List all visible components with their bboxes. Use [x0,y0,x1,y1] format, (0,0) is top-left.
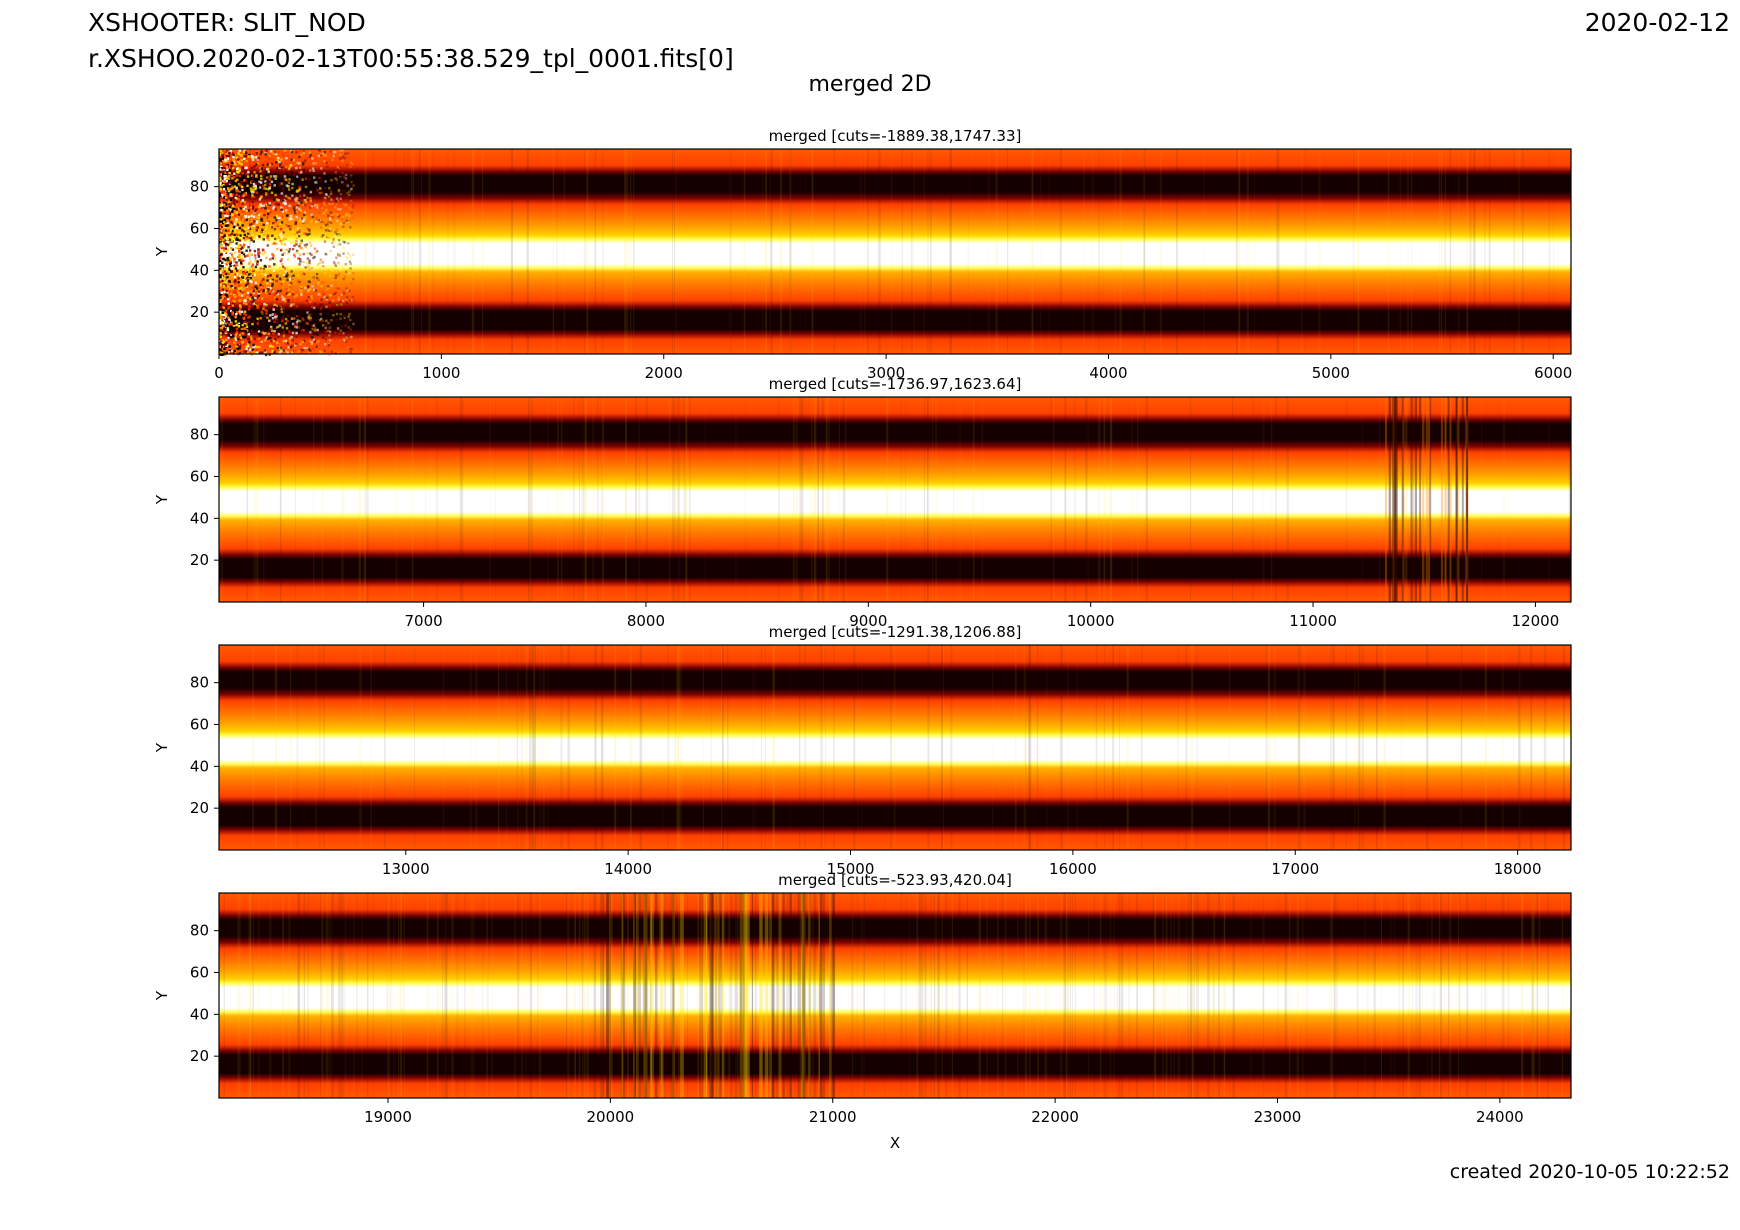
x-tick-label: 14000 [604,860,652,878]
x-tick-label: 4000 [1089,364,1127,382]
panel-title: merged [cuts=-523.93,420.04] [778,871,1012,889]
spectrum-image [219,397,1571,602]
y-axis-label: Y [153,990,171,1001]
y-tick-label: 60 [190,963,209,981]
x-tick-label: 13000 [382,860,430,878]
panel-1: merged [cuts=-1889.38,1747.33]0 1000 2000 3… [153,127,1572,382]
y-axis-label: Y [153,494,171,505]
x-tick-label: 16000 [1049,860,1097,878]
y-tick-label: 40 [190,757,209,775]
x-tick-label: 8000 [627,612,665,630]
x-tick-label: 10000 [1067,612,1115,630]
x-tick-label: 23000 [1254,1108,1302,1126]
x-tick-label: 22000 [1031,1108,1079,1126]
x-tick-label: 18000 [1494,860,1542,878]
x-tick-label: 20000 [587,1108,635,1126]
panel-title: merged [cuts=-1889.38,1747.33] [769,127,1022,145]
x-axis-label: X [890,1134,900,1152]
x-tick-label: 21000 [809,1108,857,1126]
x-tick-label: 0 [214,364,224,382]
y-axis-label: Y [153,742,171,753]
panel-3: merged [cuts=-1291.38,1206.88] 13000 14000… [153,623,1571,878]
y-tick-label: 20 [190,303,209,321]
y-tick-label: 20 [190,1047,209,1065]
y-tick-label: 60 [190,219,209,237]
x-tick-label: 1000 [422,364,460,382]
y-tick-label: 80 [190,674,209,692]
panel-title: merged [cuts=-1291.38,1206.88] [769,623,1022,641]
panel-title: merged [cuts=-1736.97,1623.64] [769,375,1022,393]
x-tick-label: 19000 [364,1108,412,1126]
y-tick-label: 80 [190,922,209,940]
y-tick-label: 60 [190,467,209,485]
x-tick-label: 7000 [404,612,442,630]
y-tick-label: 20 [190,799,209,817]
x-tick-label: 5000 [1312,364,1350,382]
x-tick-label: 2000 [645,364,683,382]
x-tick-label: 11000 [1289,612,1337,630]
y-tick-label: 60 [190,715,209,733]
x-tick-label: 24000 [1476,1108,1524,1126]
x-tick-label: 6000 [1534,364,1572,382]
y-axis-label: Y [153,246,171,257]
y-tick-label: 20 [190,551,209,569]
y-tick-label: 80 [190,178,209,196]
y-tick-label: 40 [190,261,209,279]
y-tick-label: 80 [190,426,209,444]
x-tick-label: 12000 [1512,612,1560,630]
panel-4: merged [cuts=-523.93,420.04] 19000 20000 21… [153,871,1571,1152]
x-tick-label: 17000 [1271,860,1319,878]
y-tick-label: 40 [190,509,209,527]
panel-2: merged [cuts=-1736.97,1623.64]7000 8000 90… [153,375,1571,630]
y-tick-label: 40 [190,1005,209,1023]
